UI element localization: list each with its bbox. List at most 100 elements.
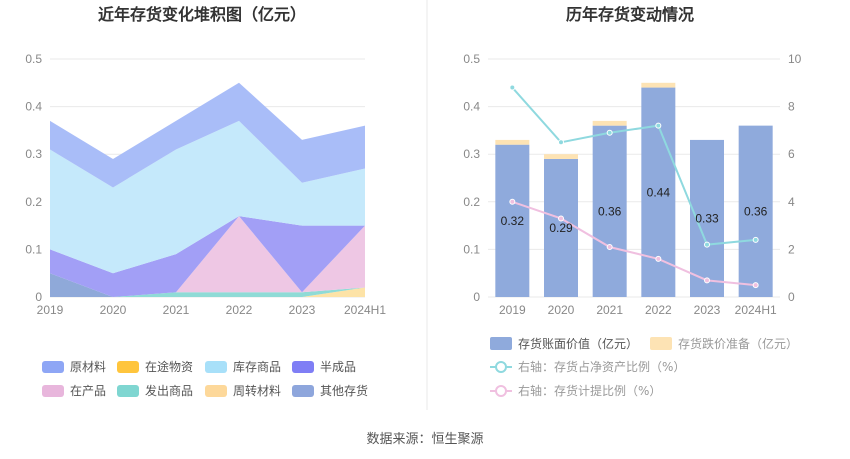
left-y-tick-label: 0.3 — [25, 147, 42, 161]
bar-impairment-provision — [544, 154, 578, 159]
right-left-y-tick-label: 0.1 — [463, 242, 480, 256]
line-point-0 — [509, 84, 516, 91]
line-point-1 — [752, 282, 759, 289]
legend-line-marker — [495, 385, 507, 397]
legend-swatch — [117, 385, 139, 397]
left-y-tick-label: 0.5 — [25, 52, 42, 66]
line-point-0 — [752, 236, 759, 243]
left-x-tick-label: 2024H1 — [344, 303, 386, 317]
right-x-tick-label: 2022 — [645, 303, 672, 317]
legend-label: 其他存货 — [320, 383, 368, 398]
legend-swatch — [42, 361, 64, 373]
legend-label: 库存商品 — [233, 359, 281, 374]
right-x-tick-label: 2024H1 — [735, 303, 777, 317]
right-right-y-tick-label: 10 — [788, 52, 802, 66]
bar-impairment-provision — [592, 120, 627, 126]
right-right-y-tick-label: 8 — [788, 100, 795, 114]
legend-line-marker — [495, 361, 507, 373]
right-right-y-tick-label: 2 — [788, 242, 795, 256]
bar-inventory-value — [738, 125, 773, 297]
right-x-axis: 2019 2020 2021 2022 2023 2024H1 — [499, 303, 777, 317]
right-right-y-axis: 0 2 4 6 8 10 — [788, 52, 802, 304]
stacked-area-chart: 近年存货变化堆积图（亿元） 00.10.20.30.40.5 2019 2020 2… — [25, 5, 386, 398]
legend-swatch — [292, 385, 314, 397]
bar-impairment-provision — [495, 139, 530, 145]
legend-label: 右轴：存货计提比例（%） — [518, 383, 661, 398]
legend-label: 在产品 — [70, 384, 106, 398]
left-y-tick-label: 0 — [35, 290, 42, 304]
bar-inventory-value — [495, 144, 530, 297]
left-y-axis: 0 0.1 0.2 0.3 0.4 0.5 — [25, 52, 42, 304]
line-point-0 — [704, 241, 710, 248]
area-库存商品 — [50, 120, 365, 274]
data-source-note: 数据来源：恒生聚源 — [366, 432, 483, 447]
bar-data-label: 0.36 — [598, 204, 622, 218]
line-point-1 — [606, 244, 613, 251]
right-grid — [488, 58, 780, 298]
legend-swatch-bar-provision — [650, 337, 672, 350]
right-left-y-tick-label: 0.3 — [463, 147, 480, 161]
bar-data-label: 0.29 — [549, 221, 573, 235]
line-point-0 — [655, 122, 662, 129]
legend-swatch — [205, 385, 227, 397]
left-x-tick-label: 2021 — [163, 303, 190, 317]
right-x-tick-label: 2019 — [499, 303, 526, 317]
legend-label: 半成品 — [320, 360, 356, 374]
legend-label: 周转材料 — [233, 383, 281, 398]
right-x-tick-label: 2023 — [694, 303, 721, 317]
right-left-y-tick-label: 0.2 — [463, 195, 480, 209]
legend-swatch — [205, 361, 227, 373]
legend-label: 原材料 — [70, 360, 106, 374]
bar-line-chart: 历年存货变动情况 0 0.1 0.2 0.3 0.4 0.5 0 2 4 6 8 10 0.32 0.… — [463, 5, 801, 398]
line-series-1 — [512, 200, 756, 287]
area-周转材料 — [50, 273, 365, 297]
right-left-y-axis: 0 0.1 0.2 0.3 0.4 0.5 — [463, 52, 480, 304]
area-原材料 — [50, 82, 365, 188]
legend-label: 在途物资 — [145, 359, 193, 374]
right-right-y-tick-label: 0 — [788, 290, 795, 304]
bar-inventory-value — [592, 125, 627, 297]
left-y-tick-label: 0.1 — [25, 242, 42, 256]
line-point-1 — [704, 277, 710, 284]
line-point-1 — [509, 198, 516, 205]
line-point-0 — [606, 129, 613, 136]
line-point-0 — [558, 139, 564, 146]
legend-label: 右轴：存货占净资产比例（%） — [518, 359, 685, 374]
legend-swatch — [117, 361, 139, 373]
legend-label: 存货跌价准备（亿元） — [678, 336, 798, 351]
right-line-series — [509, 84, 759, 289]
bar-inventory-value — [641, 87, 676, 297]
line-point-1 — [558, 215, 564, 222]
line-point-1 — [655, 255, 662, 262]
right-x-tick-label: 2020 — [548, 303, 575, 317]
right-right-y-tick-label: 4 — [788, 195, 795, 209]
right-left-y-tick-label: 0 — [473, 290, 480, 304]
line-series-0 — [511, 86, 756, 246]
right-legend: 存货账面价值（亿元） 存货跌价准备（亿元） 右轴：存货占净资产比例（%） 右轴：存货计… — [490, 336, 798, 398]
bar-data-label: 0.33 — [695, 211, 719, 225]
left-area-series — [50, 82, 365, 297]
bar-impairment-provision — [641, 82, 676, 88]
right-left-y-tick-label: 0.5 — [463, 52, 480, 66]
legend-label: 存货账面价值（亿元） — [518, 336, 638, 351]
area-半成品 — [50, 216, 365, 297]
right-right-y-tick-label: 6 — [788, 147, 795, 161]
bar-inventory-value — [544, 158, 578, 297]
left-x-tick-label: 2019 — [37, 303, 64, 317]
right-chart-title: 历年存货变动情况 — [566, 5, 694, 24]
left-y-tick-label: 0.2 — [25, 195, 42, 209]
left-chart-title: 近年存货变化堆积图（亿元） — [98, 5, 306, 24]
area-在产品 — [50, 216, 365, 297]
area-其他存货 — [50, 273, 365, 297]
left-x-axis: 2019 2020 2021 2022 2023 2024H1 — [37, 303, 387, 317]
bar-data-label: 0.32 — [501, 214, 525, 228]
left-x-tick-label: 2020 — [100, 303, 127, 317]
bar-data-label: 0.44 — [647, 185, 671, 199]
right-left-y-tick-label: 0.4 — [463, 100, 480, 114]
legend-label: 发出商品 — [145, 383, 193, 398]
right-x-tick-label: 2021 — [596, 303, 623, 317]
left-x-tick-label: 2022 — [226, 303, 253, 317]
legend-swatch — [42, 385, 64, 397]
